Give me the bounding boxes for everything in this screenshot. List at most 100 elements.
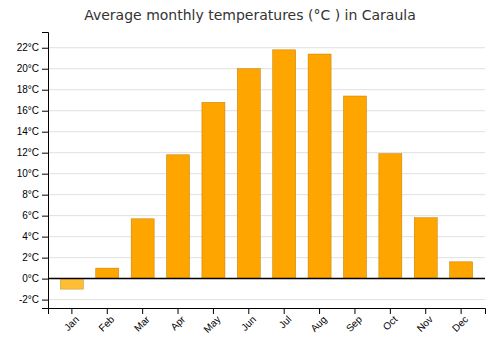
x-tick-mark xyxy=(390,308,391,314)
y-tick: 2°C xyxy=(22,252,48,263)
y-tick: 4°C xyxy=(22,231,48,242)
x-tick: Dec xyxy=(450,308,470,334)
y-tick-label: 14°C xyxy=(17,126,39,137)
y-tick: 0°C xyxy=(22,273,48,284)
grid-line xyxy=(48,131,485,132)
y-tick-mark xyxy=(42,69,48,70)
x-tick: Feb xyxy=(96,308,116,334)
y-tick-mark xyxy=(42,90,48,91)
bar xyxy=(450,262,473,279)
grid-line xyxy=(48,152,485,153)
x-tick: Nov xyxy=(415,308,435,334)
grid-line xyxy=(48,173,485,174)
x-tick-mark xyxy=(284,308,285,314)
x-tick-mark xyxy=(461,308,462,314)
x-tick-label: May xyxy=(201,314,222,335)
y-tick-label: 16°C xyxy=(17,105,39,116)
y-tick-label: 4°C xyxy=(22,231,39,242)
y-tick-label: 8°C xyxy=(22,189,39,200)
y-tick: 16°C xyxy=(17,105,48,116)
x-axis-line xyxy=(49,309,486,315)
x-tick-label: Dec xyxy=(450,314,470,334)
x-tick: Jun xyxy=(239,308,258,333)
y-tick: 6°C xyxy=(22,210,48,221)
y-tick-label: 0°C xyxy=(22,273,39,284)
x-tick-label: Mar xyxy=(132,313,152,333)
x-tick: Mar xyxy=(132,308,152,334)
y-tick-label: -2°C xyxy=(19,294,39,305)
y-tick: 14°C xyxy=(17,126,48,137)
grid-line xyxy=(48,110,485,111)
bar xyxy=(202,102,225,278)
y-tick-mark xyxy=(42,237,48,238)
x-tick-mark xyxy=(319,308,320,314)
y-tick: -2°C xyxy=(19,294,48,305)
bar xyxy=(273,50,296,279)
x-tick: Jan xyxy=(62,308,81,333)
y-tick: 18°C xyxy=(17,84,48,95)
y-tick-mark xyxy=(42,132,48,133)
grid-line xyxy=(48,89,485,90)
y-tick-label: 18°C xyxy=(17,84,39,95)
bar xyxy=(308,54,331,279)
grid-line xyxy=(48,299,485,300)
y-tick-mark xyxy=(42,174,48,175)
x-tick-label: Feb xyxy=(96,313,116,333)
bar xyxy=(60,279,83,289)
x-tick-mark xyxy=(107,308,108,314)
bar xyxy=(343,96,366,279)
x-tick: May xyxy=(201,308,222,335)
title: Average monthly temperatures (°C ) in Ca… xyxy=(84,7,416,23)
y-tick-label: 2°C xyxy=(22,252,39,263)
y-tick-mark xyxy=(42,258,48,259)
x-tick-mark xyxy=(425,308,426,314)
grid-line xyxy=(48,278,485,279)
x-tick-label: Sep xyxy=(344,313,365,334)
x-tick: Apr xyxy=(168,308,187,332)
y-tick-mark xyxy=(42,216,48,217)
bar xyxy=(167,155,190,279)
plot: -2°C 0°C 2°C 4°C 6°C 8°C 10°C 12°C 14°C 16°C 18°C 2… xyxy=(17,33,486,335)
bar xyxy=(131,219,154,279)
x-tick: Aug xyxy=(308,308,328,334)
x-tick-label: Jun xyxy=(239,314,258,333)
x-tick-mark xyxy=(142,308,143,314)
grid xyxy=(48,48,485,300)
y-tick: 12°C xyxy=(17,147,48,158)
y-axis-line xyxy=(42,33,49,309)
grid-line xyxy=(48,194,485,195)
x-tick: Oct xyxy=(381,308,400,332)
zero-line xyxy=(48,278,485,280)
y-tick-mark xyxy=(42,279,48,280)
bar xyxy=(237,69,260,279)
y-tick: 20°C xyxy=(17,63,48,74)
y-tick-mark xyxy=(42,195,48,196)
y-tick-mark xyxy=(42,48,48,49)
x-tick-label: Oct xyxy=(381,314,400,333)
y-tick-label: 20°C xyxy=(17,63,39,74)
x-tick-mark xyxy=(248,308,249,314)
y-tick-label: 22°C xyxy=(17,42,39,53)
x-tick-mark xyxy=(178,308,179,314)
y-axis: -2°C 0°C 2°C 4°C 6°C 8°C 10°C 12°C 14°C 16°C 18°C 2… xyxy=(17,33,49,309)
y-tick: 8°C xyxy=(22,189,48,200)
x-tick-label: Apr xyxy=(168,313,187,332)
x-tick: Sep xyxy=(344,308,365,334)
x-tick-mark xyxy=(71,308,72,314)
y-tick: 22°C xyxy=(17,42,48,53)
grid-line xyxy=(48,215,485,216)
x-tick-label: Jul xyxy=(277,314,294,331)
x-tick-mark xyxy=(213,308,214,314)
bars xyxy=(48,50,485,289)
chart: Average monthly temperatures (°C ) in Ca… xyxy=(0,0,500,350)
y-tick-mark xyxy=(42,153,48,154)
x-tick-label: Aug xyxy=(308,314,328,334)
y-tick: 10°C xyxy=(17,168,48,179)
bar xyxy=(96,268,119,278)
x-tick-mark xyxy=(354,308,355,314)
bar xyxy=(379,154,402,279)
y-tick-label: 12°C xyxy=(17,147,39,158)
y-tick-mark xyxy=(42,111,48,112)
grid-line xyxy=(48,68,485,69)
y-tick-mark xyxy=(42,300,48,301)
